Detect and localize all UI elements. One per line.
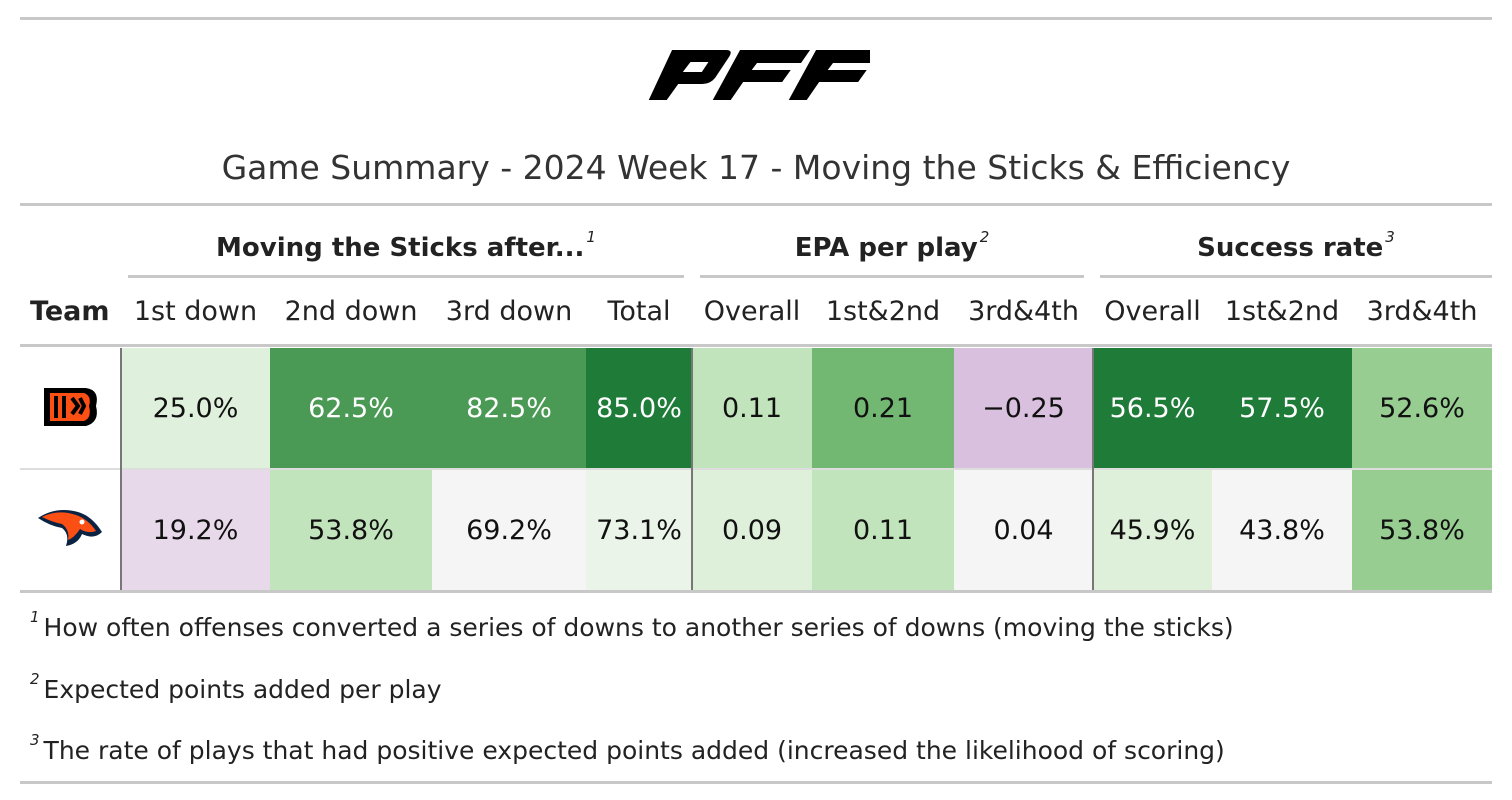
column-header: Total: [607, 296, 671, 327]
top-rule: [20, 17, 1492, 20]
table-cell: 0.11: [692, 348, 812, 468]
spanner-label: Moving the Sticks after... 1: [128, 228, 684, 263]
column-header: 1st down: [133, 296, 258, 327]
table-cell: 85.0%: [586, 348, 692, 468]
column-header: Overall: [703, 296, 801, 327]
footnote-mark: 1: [30, 608, 40, 626]
table-cell: 19.2%: [121, 470, 270, 590]
table-cell: 53.8%: [1352, 470, 1492, 590]
header-rule: [20, 344, 1492, 347]
bengals-logo: [44, 388, 97, 426]
footnote-text: Expected points added per play: [43, 675, 442, 704]
column-header: 1st&2nd: [825, 296, 941, 327]
footnote-mark: 2: [30, 670, 40, 688]
spanner-label: Success rate 3: [1100, 228, 1492, 263]
footnote: 1 How often offenses converted a series o…: [28, 608, 1234, 642]
footnote-mark: 3: [1385, 228, 1395, 246]
column-header: 1st&2nd: [1224, 296, 1340, 327]
footnote: 2 Expected points added per play: [28, 670, 442, 704]
table-cell: 62.5%: [270, 348, 432, 468]
column-header: 2nd down: [284, 296, 418, 327]
footnote-mark: 2: [979, 228, 990, 246]
table-title: Game Summary - 2024 Week 17 - Moving the…: [221, 148, 1291, 187]
footnote-mark: 1: [586, 228, 596, 246]
table-cell: 0.11: [812, 470, 954, 590]
table-cell: 0.21: [812, 348, 954, 468]
table-cell: 53.8%: [270, 470, 432, 590]
broncos-logo: [38, 510, 102, 546]
column-header: 3rd down: [445, 296, 573, 327]
table-cell: 52.6%: [1352, 348, 1492, 468]
column-divider: [120, 348, 122, 590]
table-cell: 69.2%: [432, 470, 586, 590]
table-cell: 45.9%: [1093, 470, 1212, 590]
table-cell: 56.5%: [1093, 348, 1212, 468]
spanner-rule: [1100, 275, 1492, 278]
spanner-rule: [700, 275, 1084, 278]
table-cell: 0.04: [954, 470, 1093, 590]
spanner-text: Success rate: [1197, 233, 1384, 263]
footnote-text: The rate of plays that had positive expe…: [43, 736, 1225, 765]
column-header: Overall: [1104, 296, 1201, 327]
footnote-mark: 3: [30, 731, 40, 749]
column-header: Team: [30, 296, 110, 327]
table-cell: 73.1%: [586, 470, 692, 590]
row-divider: [20, 468, 1492, 470]
table-cell: 43.8%: [1212, 470, 1352, 590]
spanner-label: EPA per play 2: [700, 228, 1084, 263]
title-rule: [20, 203, 1492, 206]
pff-logo: [648, 50, 870, 100]
footnote: 3 The rate of plays that had positive exp…: [28, 731, 1225, 765]
bottom-rule: [20, 781, 1492, 784]
table-cell: 82.5%: [432, 348, 586, 468]
table-cell: 25.0%: [121, 348, 270, 468]
column-divider: [691, 348, 693, 590]
column-header: 3rd&4th: [968, 296, 1079, 327]
spanner-text: EPA per play: [794, 233, 978, 263]
spanner-text: Moving the Sticks after...: [216, 233, 585, 263]
table-cell: 0.09: [692, 470, 812, 590]
body-rule: [20, 590, 1492, 593]
column-divider: [1092, 348, 1094, 590]
table-cell: 57.5%: [1212, 348, 1352, 468]
table-cell: −0.25: [954, 348, 1093, 468]
spanner-rule: [128, 275, 684, 278]
footnote-text: How often offenses converted a series of…: [43, 613, 1234, 642]
column-header: 3rd&4th: [1366, 296, 1478, 327]
